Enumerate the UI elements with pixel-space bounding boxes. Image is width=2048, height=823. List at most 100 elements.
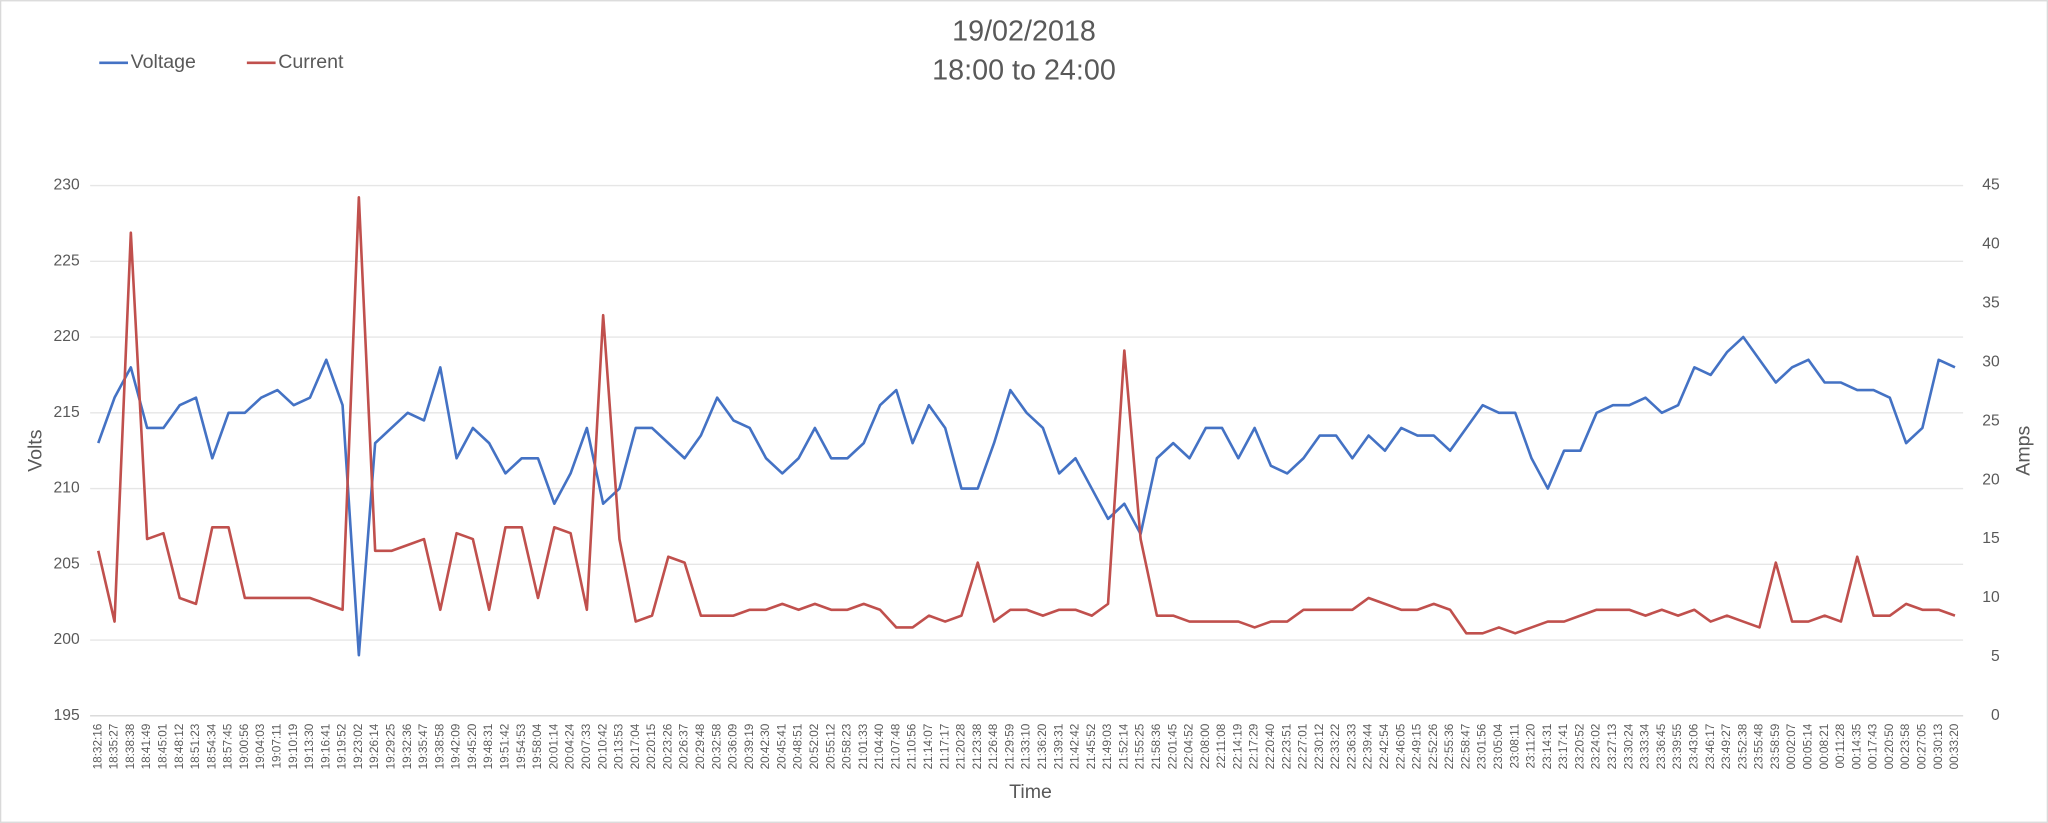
x-tick-label: 23:33:34	[1639, 723, 1652, 769]
x-tick-label: 20:10:42	[596, 724, 609, 770]
x-tick-label: 22:01:45	[1166, 723, 1179, 769]
x-tick-label: 19:48:31	[482, 724, 495, 770]
x-tick-label: 21:17:17	[938, 724, 951, 770]
x-tick-label: 21:33:10	[1020, 723, 1033, 769]
x-tick-label: 19:42:09	[450, 724, 463, 770]
x-tick-label: 20:36:09	[727, 724, 740, 770]
x-tick-label: 22:49:15	[1411, 723, 1424, 769]
x-tick-label: 23:27:13	[1606, 723, 1619, 769]
x-tick-label: 18:41:49	[140, 724, 153, 770]
x-tick-label: 18:38:38	[124, 723, 137, 769]
x-tick-label: 23:24:02	[1590, 724, 1603, 770]
y2-tick-label: 30	[1982, 353, 2000, 370]
x-tick-label: 18:51:23	[189, 723, 202, 769]
x-tick-label: 22:36:33	[1345, 723, 1358, 769]
x-tick-label: 22:30:12	[1313, 724, 1326, 770]
x-tick-label: 19:26:14	[368, 723, 381, 769]
x-tick-label: 20:48:51	[792, 724, 805, 770]
x-tick-label: 21:29:59	[1003, 724, 1016, 770]
x-tick-label: 22:04:52	[1183, 724, 1196, 770]
x-tick-label: 00:20:50	[1883, 723, 1896, 769]
x-tick-label: 21:14:07	[922, 724, 935, 770]
x-tick-label: 22:27:01	[1297, 724, 1310, 770]
x-tick-label: 19:29:25	[385, 723, 398, 769]
y-tick-label: 225	[54, 252, 80, 269]
x-tick-label: 22:46:05	[1394, 723, 1407, 769]
chart-title: 19/02/2018	[952, 15, 1096, 47]
x-tick-label: 22:55:36	[1443, 723, 1456, 769]
x-tick-label: 21:52:14	[1117, 723, 1130, 769]
x-tick-label: 22:17:29	[1248, 724, 1261, 770]
legend-label: Voltage	[131, 51, 196, 73]
x-tick-label: 19:04:03	[254, 723, 267, 769]
x-tick-label: 20:45:41	[775, 724, 788, 770]
y-tick-label: 210	[54, 480, 80, 497]
x-tick-label: 21:39:31	[1052, 724, 1065, 770]
x-tick-label: 19:16:41	[319, 724, 332, 770]
x-tick-label: 23:46:17	[1704, 724, 1717, 770]
y-tick-label: 200	[54, 631, 80, 648]
x-tick-label: 19:51:42	[499, 724, 512, 770]
x-tick-label: 23:36:45	[1655, 723, 1668, 769]
x-tick-label: 00:08:21	[1818, 724, 1831, 770]
x-tick-label: 22:39:44	[1362, 723, 1375, 769]
x-tick-label: 19:35:47	[417, 724, 430, 770]
x-tick-label: 18:45:01	[157, 724, 170, 770]
x-tick-label: 22:14:19	[1231, 724, 1244, 770]
x-tick-label: 19:00:56	[238, 723, 251, 769]
y2-tick-label: 35	[1982, 295, 2000, 312]
x-tick-label: 23:11:20	[1525, 723, 1538, 768]
x-tick-label: 21:55:25	[1134, 723, 1147, 769]
x-tick-label: 18:35:27	[108, 724, 121, 770]
y2-tick-label: 45	[1982, 177, 2000, 194]
chart-subtitle: 18:00 to 24:00	[932, 55, 1116, 87]
x-tick-label: 21:36:20	[1036, 723, 1049, 769]
y2-tick-label: 15	[1982, 530, 2000, 547]
series-line	[96, 196, 1956, 635]
x-tick-label: 20:29:48	[694, 723, 707, 769]
x-tick-label: 18:32:16	[91, 723, 104, 769]
x-tick-label: 20:13:53	[613, 723, 626, 769]
x-tick-label: 22:23:51	[1280, 724, 1293, 770]
x-tick-label: 20:52:02	[808, 724, 821, 770]
legend-label: Current	[278, 51, 344, 73]
x-tick-label: 23:05:04	[1492, 723, 1505, 769]
y2-tick-label: 40	[1982, 236, 2000, 253]
x-tick-label: 23:52:38	[1736, 723, 1749, 769]
x-tick-label: 19:19:52	[336, 724, 349, 770]
x-tick-label: 00:17:43	[1867, 723, 1880, 769]
x-tick-label: 20:01:14	[547, 723, 560, 769]
x-tick-label: 21:20:28	[955, 723, 968, 769]
x-tick-label: 23:49:27	[1720, 724, 1733, 770]
x-tick-label: 19:38:58	[433, 723, 446, 769]
x-tick-label: 23:14:31	[1541, 724, 1554, 770]
x-tick-label: 20:04:24	[564, 723, 577, 769]
y2-tick-label: 20	[1982, 471, 2000, 488]
x-tick-label: 23:20:52	[1573, 724, 1586, 770]
x-tick-label: 23:08:11	[1508, 724, 1521, 769]
x-tick-label: 20:23:26	[661, 723, 674, 769]
x-tick-label: 20:32:58	[710, 723, 723, 769]
y2-tick-label: 25	[1982, 412, 2000, 429]
x-tick-label: 18:57:45	[222, 723, 235, 769]
x-tick-label: 21:58:36	[1150, 723, 1163, 769]
x-tick-label: 20:39:19	[743, 724, 756, 770]
x-tick-label: 00:23:58	[1899, 723, 1912, 769]
x-tick-label: 19:54:53	[515, 723, 528, 769]
x-tick-label: 21:07:48	[889, 723, 902, 769]
x-tick-label: 21:23:38	[971, 723, 984, 769]
x-tick-label: 23:01:56	[1476, 723, 1489, 769]
x-tick-label: 20:17:04	[629, 723, 642, 769]
x-tick-label: 21:42:42	[1069, 724, 1082, 770]
y-tick-label: 195	[54, 707, 80, 724]
x-tick-label: 23:30:24	[1622, 723, 1635, 769]
x-tick-label: 20:58:23	[841, 723, 854, 769]
x-tick-label: 20:20:15	[645, 723, 658, 769]
x-tick-label: 19:13:30	[303, 723, 316, 769]
y-tick-label: 220	[54, 328, 80, 345]
x-tick-label: 18:54:34	[205, 723, 218, 769]
y-tick-label: 215	[54, 404, 80, 421]
x-tick-label: 22:08:00	[1199, 723, 1212, 769]
x-tick-label: 20:42:30	[759, 723, 772, 769]
